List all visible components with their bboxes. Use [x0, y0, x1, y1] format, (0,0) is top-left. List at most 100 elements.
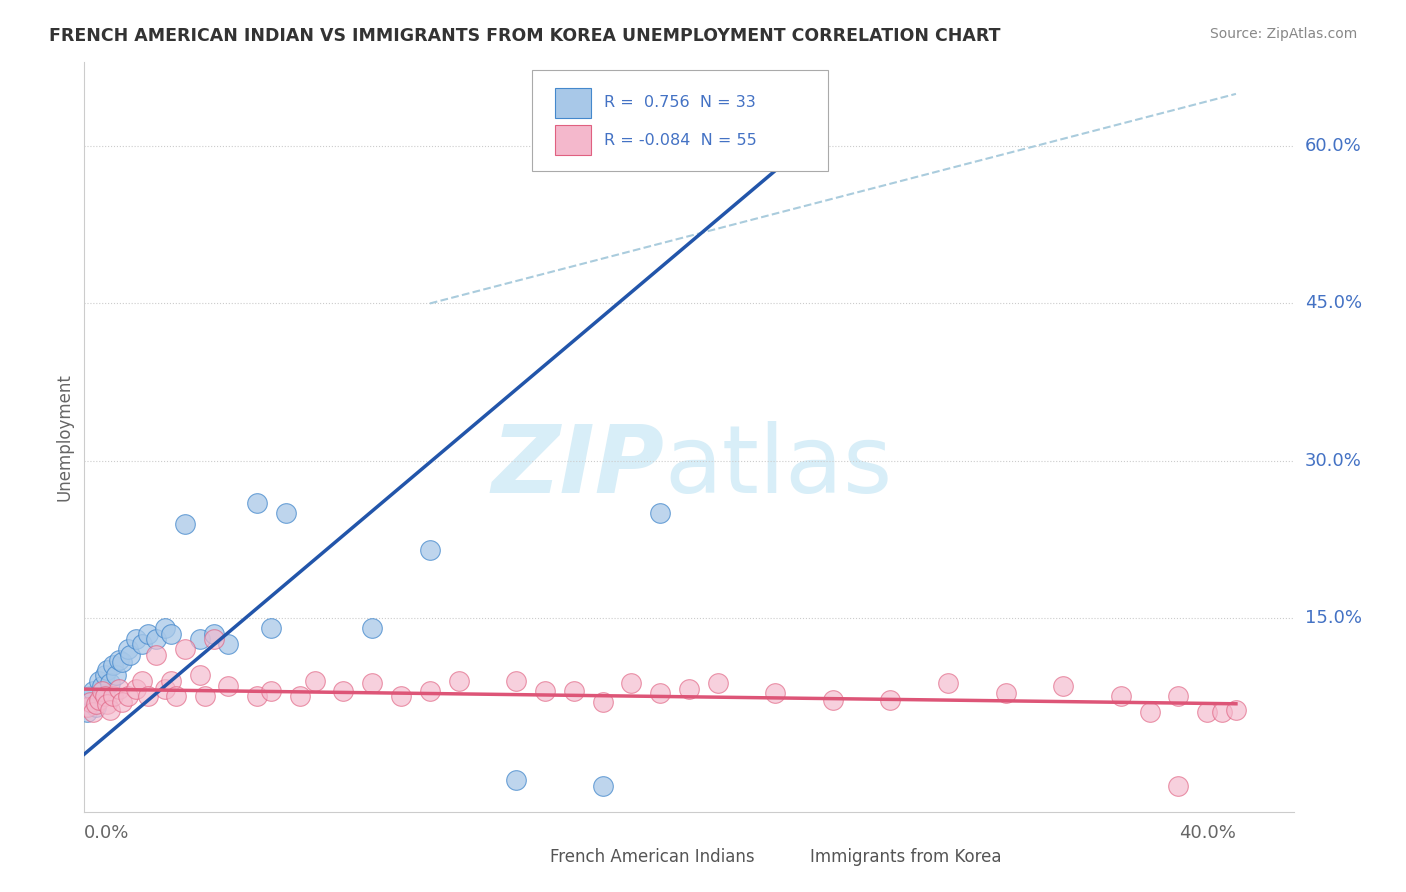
Point: [159, 673, 181, 688]
Text: 15.0%: 15.0%: [1305, 609, 1361, 627]
Point: [821, 692, 844, 706]
FancyBboxPatch shape: [519, 845, 546, 869]
Point: [87, 692, 110, 706]
Point: [290, 690, 312, 704]
Point: [246, 495, 269, 509]
Point: [505, 673, 527, 688]
Point: [304, 673, 326, 688]
Point: [994, 686, 1017, 700]
Point: [93, 690, 115, 704]
Point: [82, 705, 104, 719]
Point: [1167, 690, 1189, 704]
FancyBboxPatch shape: [555, 88, 591, 118]
Point: [620, 675, 643, 690]
Point: [145, 648, 167, 662]
Point: [188, 668, 211, 682]
Point: [79, 695, 101, 709]
Point: [101, 690, 124, 704]
Point: [678, 682, 700, 697]
Point: [79, 690, 101, 704]
Text: 30.0%: 30.0%: [1305, 451, 1361, 470]
Point: [136, 626, 159, 640]
Point: [1225, 703, 1247, 717]
Point: [96, 697, 118, 711]
Point: [389, 690, 412, 704]
Text: 40.0%: 40.0%: [1180, 824, 1236, 842]
Point: [111, 655, 134, 669]
Point: [562, 684, 585, 698]
Point: [194, 690, 217, 704]
Point: [125, 682, 148, 697]
Point: [260, 621, 283, 635]
Point: [120, 648, 142, 662]
Point: [592, 695, 614, 709]
Point: [153, 621, 176, 635]
Point: [706, 675, 728, 690]
Point: [419, 684, 441, 698]
Text: ZIP: ZIP: [492, 421, 665, 513]
Point: [136, 690, 159, 704]
Point: [174, 516, 197, 531]
Point: [361, 621, 384, 635]
Text: 60.0%: 60.0%: [1305, 137, 1361, 155]
Point: [82, 684, 104, 698]
Point: [246, 690, 269, 704]
Point: [217, 679, 239, 693]
Point: [447, 673, 470, 688]
Point: [105, 668, 128, 682]
Point: [111, 695, 134, 709]
Point: [125, 632, 148, 646]
Point: [202, 626, 225, 640]
Point: [1167, 779, 1189, 793]
Point: [419, 542, 441, 557]
Text: FRENCH AMERICAN INDIAN VS IMMIGRANTS FROM KOREA UNEMPLOYMENT CORRELATION CHART: FRENCH AMERICAN INDIAN VS IMMIGRANTS FRO…: [49, 27, 1001, 45]
Point: [650, 506, 672, 520]
FancyBboxPatch shape: [531, 70, 828, 171]
Point: [145, 632, 167, 646]
Text: Immigrants from Korea: Immigrants from Korea: [810, 847, 1001, 865]
Point: [117, 642, 139, 657]
Point: [217, 637, 239, 651]
Point: [90, 684, 112, 698]
Point: [260, 684, 283, 698]
Point: [274, 506, 297, 520]
Point: [188, 632, 211, 646]
Text: atlas: atlas: [665, 421, 893, 513]
Point: [153, 682, 176, 697]
Point: [1211, 705, 1233, 719]
Point: [108, 682, 131, 697]
Point: [332, 684, 354, 698]
Point: [98, 675, 121, 690]
Point: [108, 653, 131, 667]
Point: [763, 686, 786, 700]
Point: [98, 703, 121, 717]
Point: [592, 779, 614, 793]
Point: [202, 632, 225, 646]
Point: [174, 642, 197, 657]
Point: [84, 697, 107, 711]
Text: R =  0.756  N = 33: R = 0.756 N = 33: [605, 95, 756, 111]
Point: [117, 690, 139, 704]
Point: [159, 626, 181, 640]
Point: [505, 773, 527, 788]
Point: [131, 673, 153, 688]
Point: [534, 684, 557, 698]
Text: 0.0%: 0.0%: [84, 824, 129, 842]
FancyBboxPatch shape: [555, 126, 591, 155]
Point: [131, 637, 153, 651]
Point: [936, 675, 959, 690]
Point: [650, 686, 672, 700]
Point: [76, 700, 98, 714]
Text: French American Indians: French American Indians: [550, 847, 755, 865]
Point: [87, 673, 110, 688]
Point: [93, 668, 115, 682]
Text: Source: ZipAtlas.com: Source: ZipAtlas.com: [1209, 27, 1357, 41]
Text: R = -0.084  N = 55: R = -0.084 N = 55: [605, 133, 756, 148]
Point: [1139, 705, 1161, 719]
Point: [1197, 705, 1219, 719]
FancyBboxPatch shape: [779, 845, 806, 869]
Point: [101, 658, 124, 673]
Text: 45.0%: 45.0%: [1305, 294, 1362, 312]
Point: [84, 700, 107, 714]
Y-axis label: Unemployment: Unemployment: [55, 373, 73, 501]
